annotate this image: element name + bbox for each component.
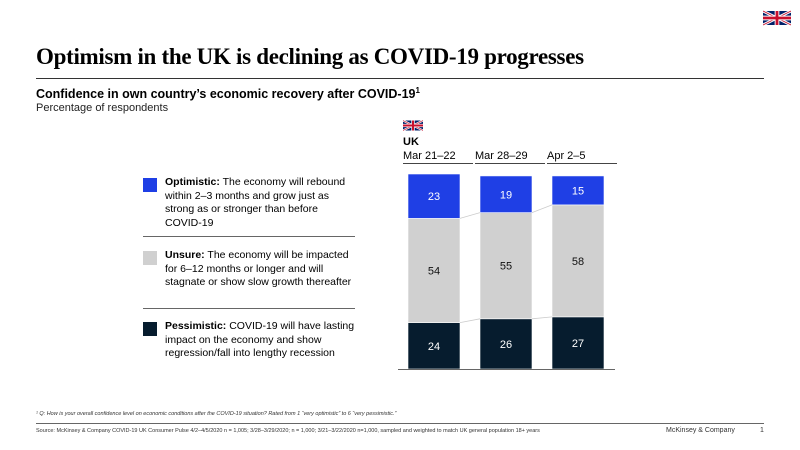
legend-swatch-unsure [143, 251, 157, 265]
column-header: Mar 21–22 [403, 150, 473, 164]
legend-item-optimistic: Optimistic: The economy will rebound wit… [143, 176, 355, 230]
legend-label: Unsure: [165, 249, 205, 261]
legend-divider [143, 236, 355, 237]
bar-segment-optimistic [407, 173, 461, 219]
bar-segment-optimistic [551, 175, 605, 206]
page-title: Optimism in the UK is declining as COVID… [36, 44, 584, 69]
data-label: 23 [428, 191, 440, 203]
bar-segment-optimistic [479, 175, 533, 213]
footer-divider [36, 423, 764, 424]
legend-description: The economy will be impacted for 6–12 mo… [165, 249, 352, 288]
legend-item-pessimistic: Pessimistic: COVID-19 will have lasting … [143, 320, 355, 361]
footnote-ref: 1 [415, 86, 420, 95]
data-label: 15 [572, 185, 584, 197]
legend-description: COVID-19 will have lasting impact on the… [165, 320, 355, 359]
legend-description: The economy will rebound within 2–3 mont… [165, 176, 346, 229]
bar-segment-pessimistic [551, 316, 605, 370]
legend-divider [143, 308, 355, 309]
connector-line [459, 212, 481, 219]
bar-segment-unsure [479, 212, 533, 320]
legend-label: Optimistic: [165, 176, 220, 188]
source-note: Source: McKinsey & Company COVID-19 UK C… [36, 428, 540, 434]
legend-swatch-pessimistic [143, 322, 157, 336]
legend-swatch-optimistic [143, 178, 157, 192]
data-label: 27 [572, 338, 584, 350]
connector-line [531, 316, 553, 320]
page-number: 1 [760, 427, 764, 434]
footnote: ¹ Q: How is your overall confidence leve… [36, 411, 397, 417]
data-label: 54 [428, 266, 440, 278]
data-label: 24 [428, 341, 440, 353]
data-label: 26 [500, 339, 512, 351]
connector-line [531, 204, 553, 213]
column-header: Mar 28–29 [475, 150, 545, 164]
data-label: 55 [500, 261, 512, 273]
legend-label: Pessimistic: [165, 320, 227, 332]
uk-flag-small-icon [403, 119, 423, 132]
unit-label: Percentage of respondents [36, 102, 169, 114]
bar-segment-unsure [551, 204, 605, 318]
country-label: UK [403, 136, 419, 148]
brand-label: McKinsey & Company [666, 427, 735, 434]
legend-item-unsure: Unsure: The economy will be impacted for… [143, 249, 355, 290]
connector-line [459, 318, 481, 324]
data-label: 58 [572, 256, 584, 268]
data-label: 19 [500, 189, 512, 201]
column-header: Apr 2–5 [547, 150, 617, 164]
subtitle-text: Confidence in own country’s economic rec… [36, 87, 416, 102]
title-divider [36, 78, 764, 79]
uk-flag-icon [763, 10, 791, 26]
chart-subtitle: Confidence in own country’s economic rec… [36, 86, 420, 101]
